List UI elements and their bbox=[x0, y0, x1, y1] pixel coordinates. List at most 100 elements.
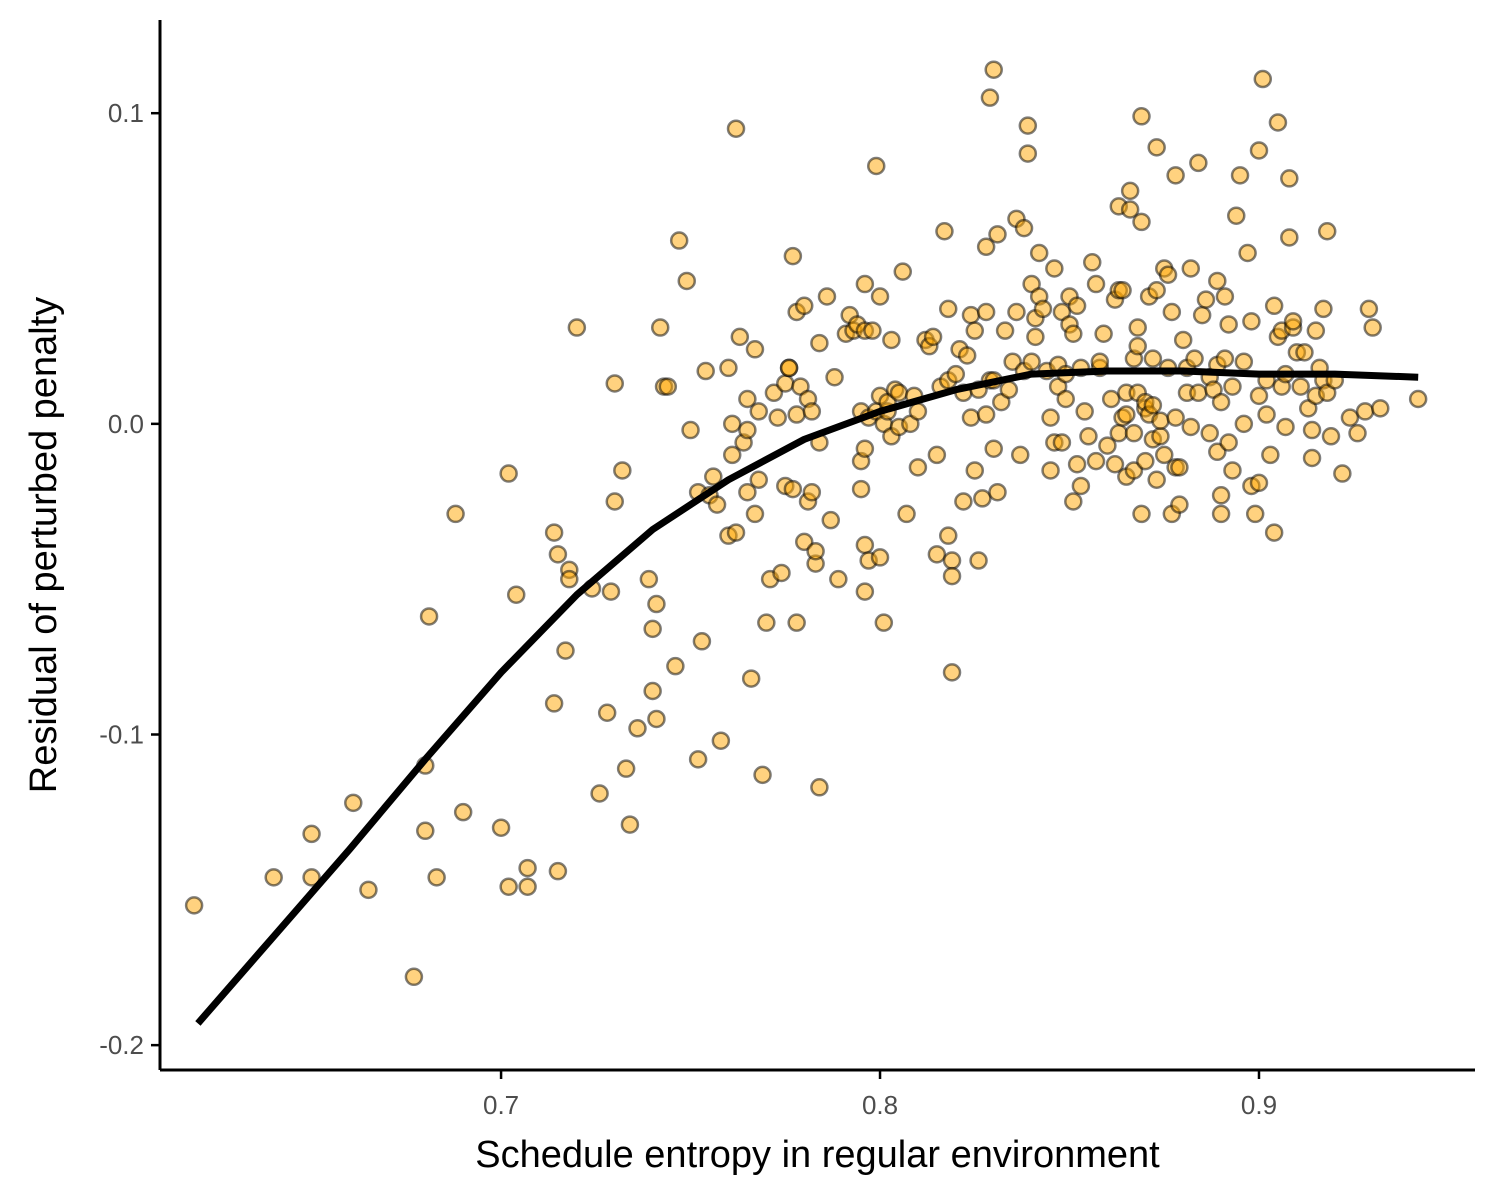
data-point-274 bbox=[1192, 305, 1212, 325]
data-point-5 bbox=[359, 880, 378, 900]
data-point-280 bbox=[1208, 271, 1227, 291]
data-point-134 bbox=[897, 504, 916, 524]
data-point-250 bbox=[1147, 470, 1166, 490]
data-point-271 bbox=[1185, 349, 1204, 368]
data-point-269 bbox=[1181, 259, 1201, 278]
data-point-284 bbox=[1211, 486, 1231, 505]
data-point-329 bbox=[1317, 221, 1337, 241]
data-point-32 bbox=[605, 374, 625, 393]
data-point-338 bbox=[1363, 318, 1382, 337]
data-point-195 bbox=[1045, 259, 1064, 278]
data-point-220 bbox=[1101, 389, 1121, 409]
data-point-263 bbox=[1166, 166, 1185, 185]
data-point-218 bbox=[1094, 324, 1113, 344]
data-point-205 bbox=[1064, 492, 1083, 511]
data-point-146 bbox=[938, 526, 958, 545]
data-point-297 bbox=[1242, 312, 1261, 331]
data-point-320 bbox=[1295, 343, 1314, 362]
data-point-176 bbox=[999, 380, 1019, 399]
data-point-201 bbox=[1056, 389, 1075, 409]
data-point-191 bbox=[1033, 299, 1053, 319]
data-point-34 bbox=[616, 759, 636, 778]
data-point-111 bbox=[855, 535, 875, 555]
data-point-12 bbox=[453, 802, 473, 822]
data-point-336 bbox=[1355, 402, 1375, 421]
data-point-56 bbox=[711, 731, 731, 750]
data-point-282 bbox=[1211, 504, 1231, 524]
data-point-319 bbox=[1291, 377, 1310, 396]
data-point-37 bbox=[639, 569, 659, 589]
data-point-36 bbox=[628, 719, 647, 738]
data-point-122 bbox=[870, 287, 890, 306]
data-point-41 bbox=[647, 594, 666, 614]
data-point-8 bbox=[416, 821, 435, 841]
data-point-157 bbox=[961, 305, 981, 325]
x-axis-ticks: 0.7 0.8 0.9 bbox=[483, 1070, 1277, 1120]
data-point-259 bbox=[1162, 302, 1182, 322]
data-point-114 bbox=[855, 582, 875, 601]
data-point-256 bbox=[1155, 445, 1174, 465]
data-point-273 bbox=[1189, 383, 1208, 403]
data-point-23 bbox=[556, 641, 575, 660]
data-point-251 bbox=[1147, 281, 1166, 300]
data-point-141 bbox=[923, 327, 943, 347]
data-point-90 bbox=[794, 296, 814, 316]
data-point-165 bbox=[976, 405, 996, 424]
data-point-158 bbox=[961, 408, 981, 427]
data-point-239 bbox=[1132, 212, 1151, 232]
data-point-93 bbox=[802, 482, 822, 502]
data-point-241 bbox=[1132, 107, 1151, 126]
data-point-160 bbox=[965, 321, 985, 340]
data-point-236 bbox=[1128, 318, 1147, 337]
data-point-42 bbox=[650, 318, 670, 337]
data-point-63 bbox=[730, 327, 750, 347]
data-point-44 bbox=[658, 377, 678, 396]
data-point-313 bbox=[1276, 417, 1295, 437]
data-point-235 bbox=[1124, 423, 1144, 443]
data-point-303 bbox=[1257, 405, 1276, 424]
data-point-82 bbox=[779, 358, 799, 378]
data-point-323 bbox=[1302, 448, 1322, 468]
data-point-261 bbox=[1166, 408, 1185, 427]
data-point-142 bbox=[927, 445, 947, 465]
data-point-295 bbox=[1238, 243, 1257, 263]
data-point-97 bbox=[810, 778, 829, 797]
data-point-145 bbox=[935, 221, 954, 241]
data-point-21 bbox=[548, 545, 568, 564]
data-point-15 bbox=[499, 877, 518, 896]
data-point-29 bbox=[597, 703, 617, 723]
data-point-178 bbox=[1007, 302, 1026, 322]
data-point-180 bbox=[1010, 445, 1030, 465]
data-point-58 bbox=[719, 358, 738, 378]
y-tick-label: 0.0 bbox=[108, 409, 144, 439]
scatter-points bbox=[184, 60, 1428, 987]
x-tick-label: 0.9 bbox=[1241, 1090, 1277, 1120]
data-point-222 bbox=[1105, 454, 1125, 474]
data-point-46 bbox=[669, 231, 689, 250]
data-point-68 bbox=[741, 669, 761, 688]
data-point-175 bbox=[995, 321, 1015, 340]
data-point-62 bbox=[726, 119, 746, 138]
data-point-194 bbox=[1041, 461, 1060, 480]
data-point-275 bbox=[1196, 290, 1216, 309]
data-point-172 bbox=[988, 225, 1007, 244]
data-point-77 bbox=[768, 408, 787, 427]
data-point-121 bbox=[870, 548, 890, 567]
data-point-101 bbox=[821, 510, 841, 530]
data-point-33 bbox=[613, 461, 632, 480]
data-point-115 bbox=[855, 439, 875, 458]
data-point-45 bbox=[666, 656, 685, 676]
data-point-322 bbox=[1302, 420, 1322, 440]
data-point-154 bbox=[954, 492, 973, 511]
data-point-60 bbox=[722, 414, 742, 434]
data-point-334 bbox=[1340, 408, 1360, 427]
data-point-159 bbox=[965, 461, 985, 480]
data-point-331 bbox=[1321, 427, 1341, 446]
data-point-161 bbox=[969, 551, 988, 570]
data-point-173 bbox=[988, 482, 1007, 502]
data-point-152 bbox=[946, 364, 966, 384]
data-point-151 bbox=[942, 566, 962, 586]
data-point-133 bbox=[893, 262, 913, 281]
data-point-182 bbox=[1014, 218, 1034, 238]
